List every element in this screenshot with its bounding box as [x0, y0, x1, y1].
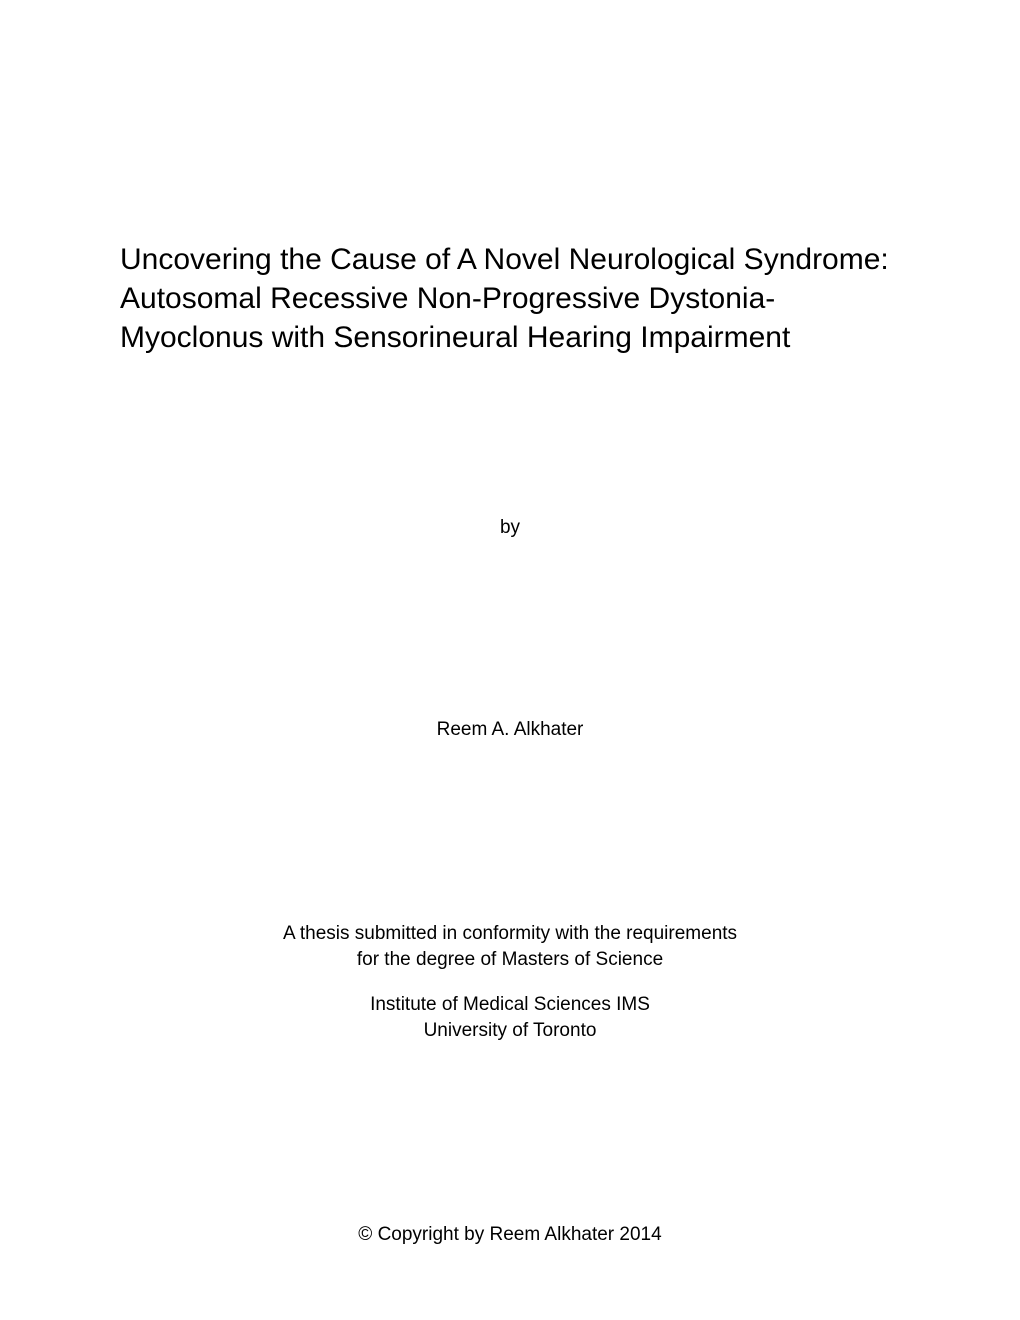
thesis-statement-line2: for the degree of Masters of Science: [120, 947, 900, 973]
institute-name: Institute of Medical Sciences IMS: [120, 992, 900, 1018]
author-name: Reem A. Alkhater: [120, 719, 900, 741]
thesis-title-page: Uncovering the Cause of A Novel Neurolog…: [0, 0, 1020, 1320]
institute-info: Institute of Medical Sciences IMS Univer…: [120, 992, 900, 1043]
thesis-title: Uncovering the Cause of A Novel Neurolog…: [120, 240, 900, 357]
thesis-statement: A thesis submitted in conformity with th…: [120, 921, 900, 972]
copyright-notice: © Copyright by Reem Alkhater 2014: [120, 1224, 900, 1246]
university-name: University of Toronto: [120, 1018, 900, 1044]
by-label: by: [120, 517, 900, 539]
thesis-statement-line1: A thesis submitted in conformity with th…: [120, 921, 900, 947]
